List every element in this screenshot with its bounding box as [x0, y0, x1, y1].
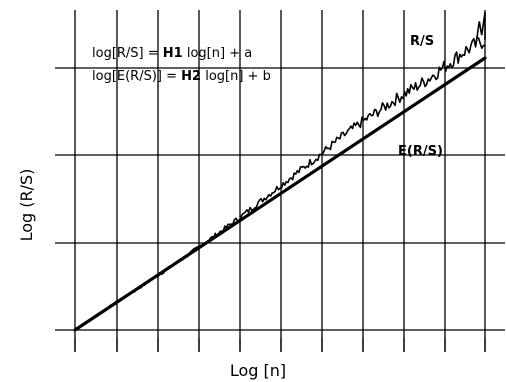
series-line-rs-end [475, 12, 486, 45]
equation-rs: log[R/S] = H1 log[n] + a [92, 46, 252, 61]
equation-part: log[n] + b [201, 69, 271, 84]
series-label-rs: R/S [410, 34, 434, 49]
equation-part: H1 [163, 46, 183, 61]
x-axis-label: Log [n] [230, 361, 286, 380]
x-axis-ticks [74, 338, 486, 352]
equation-part: log[R/S] = [92, 46, 163, 61]
equation-part: log[n] + a [183, 46, 252, 61]
series-line-rs [74, 36, 486, 331]
series-group [73, 12, 487, 332]
equation-part: H2 [181, 69, 201, 84]
equation-expected-rs: log[E(R/S)] = H2 log[n] + b [92, 69, 271, 84]
series-label-expected-rs: E(R/S) [398, 144, 443, 159]
equation-block: log[R/S] = H1 log[n] + a log[E(R/S)] = H… [92, 46, 271, 84]
equation-part: log[E(R/S)] = [92, 69, 181, 84]
y-axis-label: Log (R/S) [17, 169, 36, 242]
grid [55, 10, 505, 352]
